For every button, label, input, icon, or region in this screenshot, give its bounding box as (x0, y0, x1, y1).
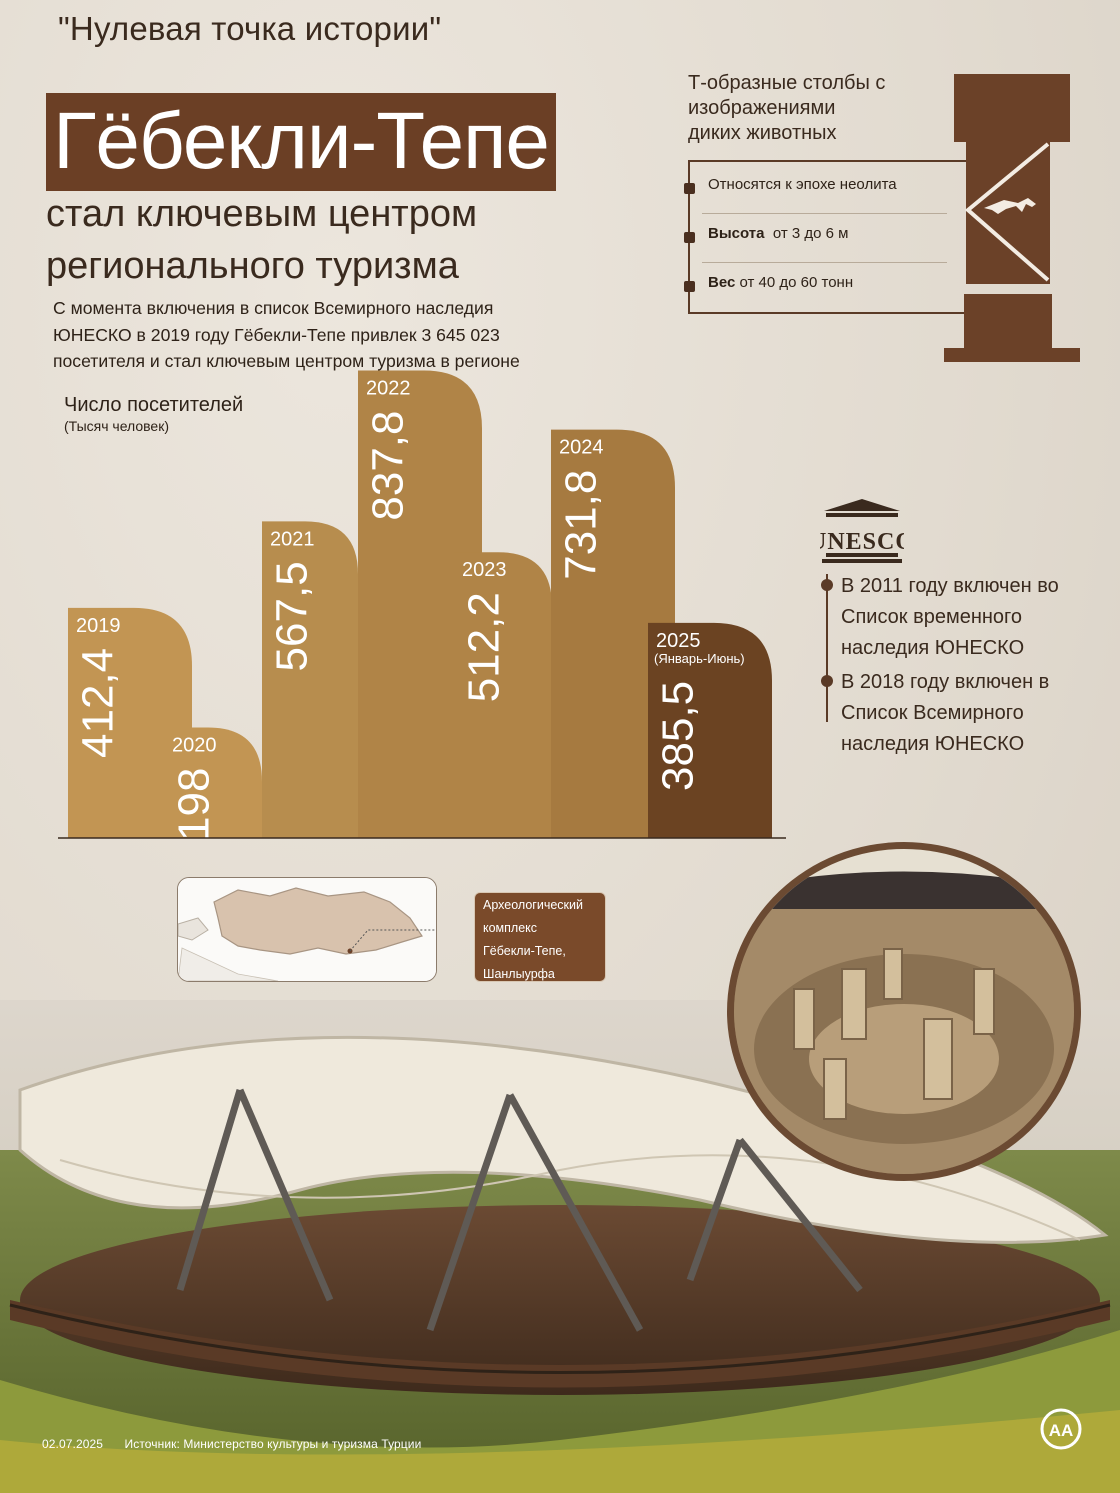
bar-year-label: 2019 (76, 615, 121, 637)
turkey-map (177, 877, 437, 982)
footer-source: Источник: Министерство культуры и туризм… (124, 1437, 422, 1451)
fact-value: от 3 до 6 м (772, 225, 849, 242)
fact-label: Вес (708, 274, 736, 291)
unesco-line: наследия ЮНЕСКО (841, 733, 1025, 755)
bar-value-label: 837,8 (363, 411, 412, 521)
bar-value-label: 385,5 (653, 681, 702, 791)
unesco-item-2018: В 2018 году включен в Список Всемирного … (841, 667, 1101, 760)
bar-year-label: 2021 (270, 528, 315, 550)
pillar-fact-era: Относятся к эпохе неолита (708, 176, 897, 193)
bar-2022 (358, 370, 482, 838)
footer-date: 02.07.2025 (42, 1437, 104, 1451)
bar-year-label: 2025 (656, 630, 701, 652)
title-banner: Гёбекли-Тепе (46, 93, 556, 191)
bar-value-label: 731,8 (556, 470, 605, 580)
unesco-timeline: В 2011 году включен во Список временного… (821, 571, 1101, 755)
unesco-line: наследия ЮНЕСКО (841, 637, 1025, 659)
bar-2023 (454, 552, 552, 838)
unesco-item-2011: В 2011 году включен во Список временного… (841, 571, 1101, 664)
bar-value-label: 512,2 (459, 592, 508, 702)
intro-line: посетителя и стал ключевым центром туриз… (53, 351, 520, 371)
footer: 02.07.2025 Источник: Министерство культу… (42, 1437, 421, 1451)
aa-logo-text: AA (1049, 1421, 1074, 1440)
unesco-logo-icon: UNESCO (820, 499, 904, 563)
unesco-line: Список временного (841, 606, 1023, 628)
callout-line: Шанлыурфа (483, 967, 555, 981)
pillar-title: Т-образные столбы с изображениями диких … (688, 71, 938, 146)
intro-line: ЮНЕСКО в 2019 году Гёбекли-Тепе привлек … (53, 324, 500, 345)
bar-period-note: (Январь-Июнь) (654, 651, 745, 666)
bullet-icon (684, 281, 695, 292)
unesco-line: Список Всемирного (841, 702, 1024, 724)
turkey-map-illustration (178, 878, 436, 981)
unesco-logo-text: UNESCO (820, 529, 904, 555)
callout-line: Археологический (483, 898, 583, 912)
pillar-title-line: Т-образные столбы с (688, 72, 886, 94)
bar-year-label: 2020 (172, 735, 217, 757)
bar-2024 (551, 429, 675, 838)
kicker-text: "Нулевая точка истории" (58, 10, 442, 47)
fact-value: от 40 до 60 тонн (739, 274, 854, 291)
map-callout-text: Археологический комплекс Гёбекли-Тепе, Ш… (483, 894, 601, 986)
bar-2025 (648, 622, 772, 838)
pillar-title-line: диких животных (688, 122, 837, 144)
intro-paragraph: С момента включения в список Всемирного … (53, 295, 593, 375)
unesco-line: В 2018 году включен в (841, 671, 1050, 693)
unesco-line: В 2011 году включен во (841, 575, 1059, 597)
intro-line: С момента включения в список Всемирного … (53, 298, 494, 318)
page-subtitle: стал ключевым центром регионального тури… (46, 188, 606, 292)
bullet-icon (821, 579, 833, 591)
bullet-icon (684, 232, 695, 243)
t-pillar-icon (944, 74, 1080, 362)
bar-value-label: 567,5 (267, 561, 316, 671)
bar-year-label: 2023 (462, 559, 507, 581)
chart-unit: (Тысяч человек) (64, 418, 170, 434)
pillar-facts: Относятся к эпохе неолита Высота от 3 до… (684, 160, 967, 314)
visitors-bar-chart: 2019 412,4 2020 198 2021 567,5 2022 837,8 2023 51… (58, 370, 786, 841)
subtitle-line: стал ключевым центром (46, 193, 478, 235)
bullet-icon (684, 183, 695, 194)
aa-logo-icon: AA (1040, 1408, 1082, 1450)
bar-2020 (164, 727, 262, 838)
divider (702, 213, 947, 214)
callout-line: Гёбекли-Тепе, (483, 944, 566, 958)
callout-line: комплекс (483, 921, 538, 935)
stone-circle-illustration (734, 849, 1074, 1174)
fact-label: Высота (708, 225, 765, 242)
bar-value-label: 198 (169, 768, 218, 841)
bar-year-label: 2024 (559, 437, 604, 459)
bullet-icon (821, 675, 833, 687)
bar-value-label: 412,4 (73, 648, 122, 758)
divider (702, 262, 947, 263)
pillar-fact-weight: Вес от 40 до 60 тонн (708, 274, 853, 291)
page-title: Гёбекли-Тепе (53, 96, 550, 185)
bar-2019 (68, 607, 192, 838)
bar-2021 (262, 521, 358, 838)
excavation-closeup-photo (727, 842, 1081, 1181)
bar-year-label: 2022 (366, 378, 411, 400)
chart-title: Число посетителей (64, 394, 244, 416)
excavation-site-illustration (0, 1000, 1120, 1493)
pillar-fact-height: Высота от 3 до 6 м (708, 225, 848, 242)
subtitle-line: регионального туризма (46, 245, 459, 287)
pillar-title-line: изображениями (688, 97, 836, 119)
map-callout: Археологический комплекс Гёбекли-Тепе, Ш… (474, 892, 606, 982)
site-photo (0, 1000, 1120, 1493)
